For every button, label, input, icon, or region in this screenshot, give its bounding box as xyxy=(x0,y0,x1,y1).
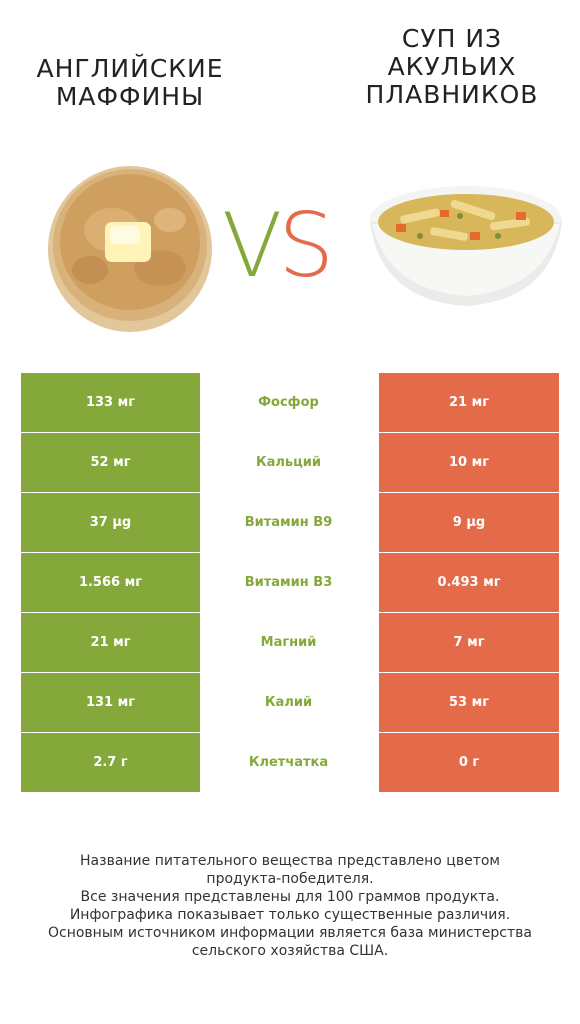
right-value: 0 г xyxy=(379,733,559,792)
right-product-title: СУП ИЗ АКУЛЬИХ ПЛАВНИКОВ xyxy=(337,25,567,109)
footer-line: продукта-победителя. xyxy=(206,871,374,887)
nutrient-name: Клетчатка xyxy=(200,733,377,792)
vs-label: VS xyxy=(222,194,334,297)
right-title-line-3: ПЛАВНИКОВ xyxy=(365,80,539,109)
footer-line: Название питательного вещества представл… xyxy=(80,853,500,869)
table-row: 2.7 г Клетчатка 0 г xyxy=(21,733,559,792)
table-row: 1.566 мг Витамин B3 0.493 мг xyxy=(21,553,559,612)
left-title-line-2: МАФФИНЫ xyxy=(55,82,205,111)
nutrient-name: Калий xyxy=(200,673,377,732)
left-value: 2.7 г xyxy=(21,733,200,792)
nutrient-comparison-table: 133 мг Фосфор 21 мг 52 мг Кальций 10 мг … xyxy=(21,373,559,793)
right-value: 7 мг xyxy=(379,613,559,672)
vs-v-letter: V xyxy=(222,194,282,297)
right-value: 10 мг xyxy=(379,433,559,492)
left-value: 21 мг xyxy=(21,613,200,672)
nutrient-name: Фосфор xyxy=(200,373,377,432)
footer-line: Все значения представлены для 100 граммо… xyxy=(80,889,500,905)
table-row: 133 мг Фосфор 21 мг xyxy=(21,373,559,432)
left-value: 52 мг xyxy=(21,433,200,492)
left-title-line-1: АНГЛИЙСКИЕ xyxy=(36,54,224,83)
shark-fin-soup-image xyxy=(370,186,562,306)
left-product-title: АНГЛИЙСКИЕ МАФФИНЫ xyxy=(15,55,245,111)
nutrient-name: Кальций xyxy=(200,433,377,492)
nutrient-name: Витамин B3 xyxy=(200,553,377,612)
table-row: 131 мг Калий 53 мг xyxy=(21,673,559,732)
right-title-line-1: СУП ИЗ xyxy=(401,24,503,53)
footer-notes: Название питательного вещества представл… xyxy=(20,852,560,960)
left-value: 131 мг xyxy=(21,673,200,732)
left-value: 37 µg xyxy=(21,493,200,552)
footer-line: сельского хозяйства США. xyxy=(191,943,389,959)
product-images xyxy=(48,166,562,332)
english-muffin-image xyxy=(48,166,212,332)
table-row: 52 мг Кальций 10 мг xyxy=(21,433,559,492)
left-value: 133 мг xyxy=(21,373,200,432)
table-row: 37 µg Витамин B9 9 µg xyxy=(21,493,559,552)
footer-line: Основным источником информации является … xyxy=(48,925,532,941)
right-value: 21 мг xyxy=(379,373,559,432)
nutrient-name: Магний xyxy=(200,613,377,672)
vs-s-letter: S xyxy=(278,194,334,297)
table-row: 21 мг Магний 7 мг xyxy=(21,613,559,672)
right-value: 0.493 мг xyxy=(379,553,559,612)
right-title-line-2: АКУЛЬИХ xyxy=(387,52,517,81)
left-value: 1.566 мг xyxy=(21,553,200,612)
footer-line: Инфографика показывает только существенн… xyxy=(69,907,511,923)
right-value: 9 µg xyxy=(379,493,559,552)
nutrient-name: Витамин B9 xyxy=(200,493,377,552)
right-value: 53 мг xyxy=(379,673,559,732)
